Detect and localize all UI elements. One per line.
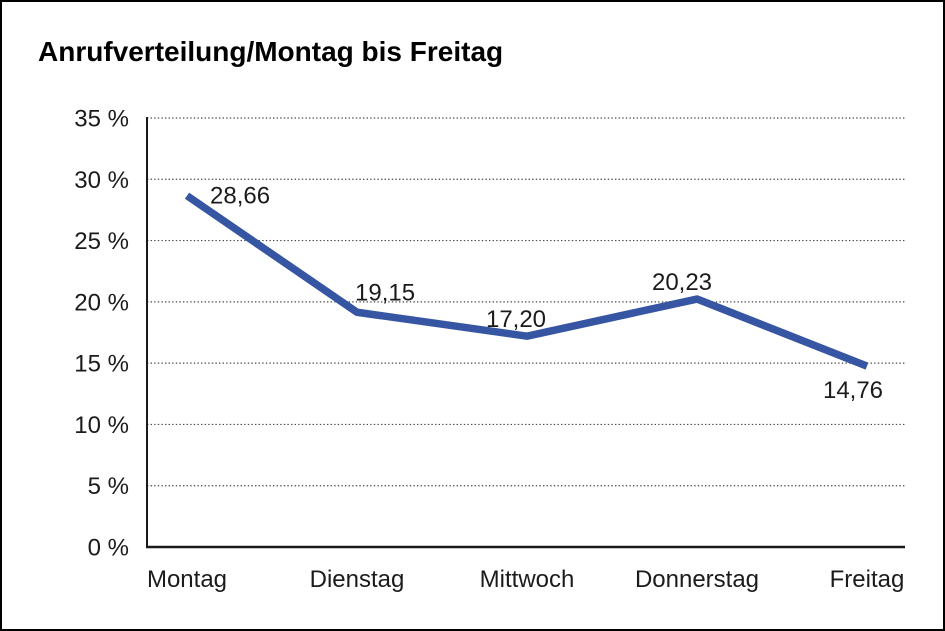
data-point-label: 20,23: [652, 269, 712, 296]
data-point-label: 28,66: [210, 183, 270, 210]
data-series-line: [184, 192, 869, 370]
y-tick-label: 30 %: [74, 167, 129, 194]
data-point-label: 19,15: [355, 279, 415, 306]
x-category-label: Freitag: [830, 566, 905, 593]
y-tick-label: 25 %: [74, 228, 129, 255]
y-tick-label: 0 %: [88, 535, 129, 562]
data-point-label: 14,76: [823, 377, 883, 404]
x-category-label: Montag: [147, 566, 227, 593]
chart-title: Anrufverteilung/Montag bis Freitag: [38, 36, 504, 67]
x-category-label: Mittwoch: [480, 566, 575, 593]
y-tick-label: 20 %: [74, 289, 129, 316]
y-tick-label: 15 %: [74, 351, 129, 378]
y-tick-label: 10 %: [74, 412, 129, 439]
y-tick-label: 5 %: [88, 473, 129, 500]
x-category-label: Donnerstag: [635, 566, 759, 593]
data-point-label: 17,20: [486, 306, 546, 333]
y-tick-label: 35 %: [74, 106, 129, 133]
x-category-label: Dienstag: [310, 566, 405, 593]
